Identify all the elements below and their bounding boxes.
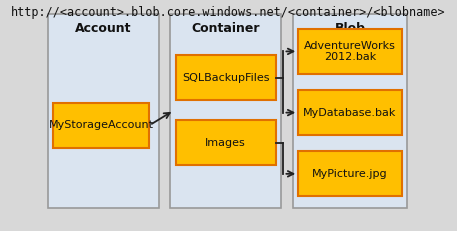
Text: Images: Images: [205, 138, 246, 148]
FancyBboxPatch shape: [48, 14, 159, 208]
Text: MyPicture.jpg: MyPicture.jpg: [312, 169, 388, 179]
FancyBboxPatch shape: [298, 90, 402, 135]
Text: MyStorageAccount: MyStorageAccount: [49, 120, 154, 130]
Text: Blob: Blob: [335, 22, 366, 35]
FancyBboxPatch shape: [298, 151, 402, 196]
Text: http://<account>.blob.core.windows.net/<container>/<blobname>: http://<account>.blob.core.windows.net/<…: [11, 6, 446, 19]
Text: MyDatabase.bak: MyDatabase.bak: [303, 108, 397, 118]
Text: AdventureWorks
2012.bak: AdventureWorks 2012.bak: [304, 41, 396, 62]
FancyBboxPatch shape: [292, 14, 407, 208]
FancyBboxPatch shape: [170, 14, 281, 208]
FancyBboxPatch shape: [298, 29, 402, 74]
Text: Account: Account: [75, 22, 132, 35]
FancyBboxPatch shape: [176, 55, 276, 100]
Text: Container: Container: [191, 22, 260, 35]
FancyBboxPatch shape: [176, 120, 276, 165]
FancyBboxPatch shape: [53, 103, 149, 148]
Text: SQLBackupFiles: SQLBackupFiles: [182, 73, 270, 83]
